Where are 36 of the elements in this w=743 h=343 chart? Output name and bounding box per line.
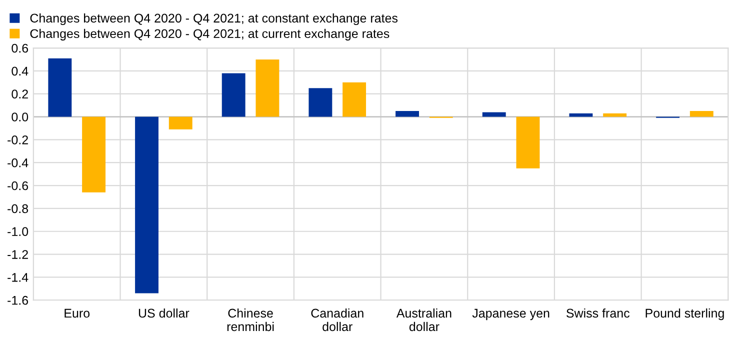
bar [396, 111, 419, 117]
x-tick-label: Pound sterling [646, 308, 724, 320]
y-tick-label: 0.6 [12, 44, 28, 53]
bar [48, 58, 72, 117]
bar [256, 59, 280, 117]
y-tick-label: -0.8 [8, 204, 28, 214]
x-tick-label: Chinese renminbi [227, 308, 274, 332]
bar [135, 116, 158, 294]
x-tick-label: Euro [64, 308, 90, 318]
y-tick-label: -0.2 [8, 135, 28, 144]
x-tick-label: Swiss franc [566, 308, 630, 318]
legend-label: Changes between Q4 2020 - Q4 2021; at constant exchange rates [30, 13, 398, 26]
y-tick-label: 0.4 [12, 66, 28, 76]
x-tick-label: Canadian dollar [311, 308, 364, 332]
y-tick-label: -1.4 [8, 273, 28, 282]
x-tick-label: Japanese yen [472, 308, 550, 320]
bar [482, 112, 506, 117]
bar [516, 116, 540, 168]
y-tick-label: -1.6 [8, 296, 28, 305]
bar [222, 73, 246, 117]
x-tick-label: US dollar [138, 308, 190, 318]
bar [308, 88, 332, 117]
y-tick-label: -0.6 [8, 181, 28, 190]
y-tick-label: 0.0 [12, 112, 28, 122]
x-tick-label: Australian dollar [396, 308, 452, 332]
y-tick-label: -0.4 [8, 158, 28, 168]
y-tick-label: -1.2 [8, 250, 28, 259]
bar [603, 113, 627, 117]
bar [82, 116, 106, 192]
bar [342, 82, 366, 117]
bar [569, 113, 593, 117]
y-tick-label: -1.0 [8, 227, 28, 236]
bar [168, 116, 192, 130]
bar [690, 111, 714, 117]
y-tick-label: 0.2 [12, 90, 28, 99]
legend-label: Changes between Q4 2020 - Q4 2021; at current exchange rates [30, 28, 390, 41]
